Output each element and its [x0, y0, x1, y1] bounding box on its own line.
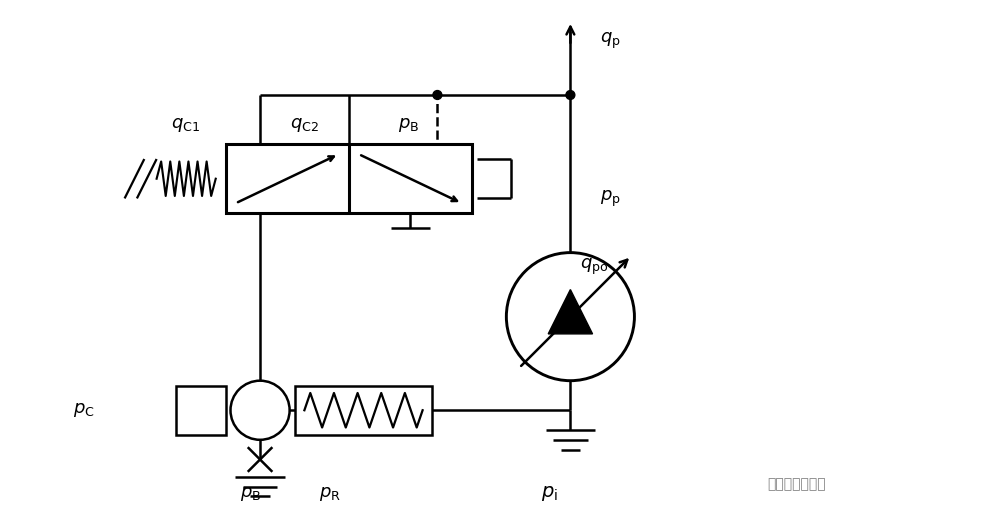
- Text: $q_\mathrm{p}$: $q_\mathrm{p}$: [600, 31, 621, 51]
- Circle shape: [433, 90, 442, 99]
- Text: $p_\mathrm{B}$: $p_\mathrm{B}$: [240, 485, 261, 503]
- Text: $q_\mathrm{po}$: $q_\mathrm{po}$: [580, 257, 609, 278]
- Text: $q_\mathrm{C2}$: $q_\mathrm{C2}$: [290, 115, 319, 134]
- Text: $p_\mathrm{p}$: $p_\mathrm{p}$: [600, 188, 621, 209]
- Text: 液压气动与密封: 液压气动与密封: [768, 477, 826, 491]
- Circle shape: [230, 381, 290, 440]
- Text: $p_\mathrm{B}$: $p_\mathrm{B}$: [398, 115, 419, 134]
- Text: $q_\mathrm{C1}$: $q_\mathrm{C1}$: [172, 115, 201, 134]
- Text: $p_\mathrm{C}$: $p_\mathrm{C}$: [72, 401, 94, 419]
- Bar: [177, 386, 225, 435]
- Text: $p_\mathrm{R}$: $p_\mathrm{R}$: [319, 485, 342, 503]
- Polygon shape: [548, 290, 593, 334]
- Text: $p_\mathrm{i}$: $p_\mathrm{i}$: [541, 485, 558, 503]
- Circle shape: [506, 253, 635, 381]
- Bar: [295, 386, 433, 435]
- Bar: [225, 144, 472, 213]
- Circle shape: [566, 90, 575, 99]
